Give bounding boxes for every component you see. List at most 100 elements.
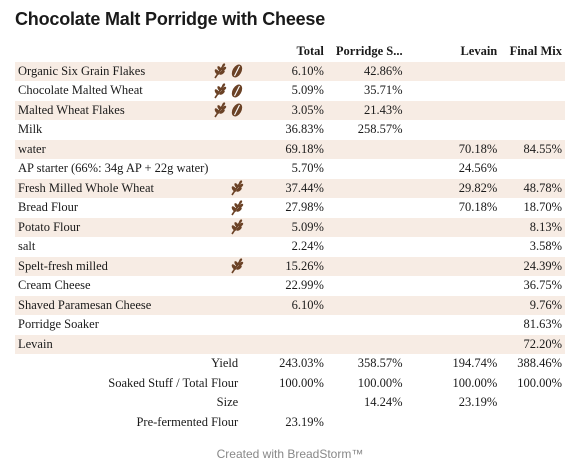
ingredient-row: Potato Flour 5.09% 8.13% xyxy=(15,217,565,237)
soaker-percent: 42.86% xyxy=(323,61,403,81)
final-mix-percent: 81.63% xyxy=(523,317,562,332)
soaker-percent xyxy=(324,237,403,257)
wheat-icon xyxy=(211,63,227,79)
final-mix-percent xyxy=(497,159,565,179)
recipe-table: Total Porridge S... Levain Final Mix Org… xyxy=(15,42,565,432)
ingredient-name: Fresh Milled Whole Wheat xyxy=(15,178,209,198)
final-mix-percent: 3.58% xyxy=(529,239,562,254)
column-header-total: Total xyxy=(296,44,324,59)
levain-percent xyxy=(402,334,498,354)
ingredient-row: Organic Six Grain Flakes 6.10% 42.86% xyxy=(15,61,565,81)
ingredient-name: Cream Cheese xyxy=(18,278,91,293)
total-percent: 2.24% xyxy=(291,239,324,254)
levain-percent xyxy=(402,100,498,120)
summary-row: Soaked Stuff / Total Flour 100.00% 100.00%… xyxy=(15,374,565,394)
ingredient-row: AP starter (66%: 34g AP + 22g water) 5.70… xyxy=(15,159,565,179)
levain-percent: 29.82% xyxy=(402,178,498,198)
wheat-icon xyxy=(211,102,227,118)
final-mix-percent: 36.75% xyxy=(523,278,562,293)
ingredient-row: salt 2.24% 3.58% xyxy=(15,237,565,257)
total-percent xyxy=(248,315,324,335)
levain-percent xyxy=(403,81,498,101)
ingredient-icons xyxy=(208,100,249,120)
ingredient-icons xyxy=(208,159,248,179)
summary-final-mix: 388.46% xyxy=(517,356,562,371)
levain-percent xyxy=(403,237,498,257)
final-mix-percent: 72.20% xyxy=(497,334,565,354)
ingredient-name: Organic Six Grain Flakes xyxy=(15,61,209,81)
soaker-percent xyxy=(323,256,403,276)
summary-levain xyxy=(403,413,498,433)
soaker-percent xyxy=(323,295,403,315)
summary-label: Pre-fermented Flour xyxy=(136,414,239,429)
wheat-icon xyxy=(211,83,227,99)
summary-final-mix: 100.00% xyxy=(517,375,562,390)
levain-percent xyxy=(402,295,498,315)
levain-percent: 70.18% xyxy=(402,139,498,159)
summary-total: 243.03% xyxy=(279,356,324,371)
ingredient-icons xyxy=(208,276,248,296)
soaker-percent xyxy=(324,159,403,179)
final-mix-percent: 8.13% xyxy=(497,217,565,237)
total-percent: 6.10% xyxy=(248,295,324,315)
final-mix-percent: 48.78% xyxy=(497,178,565,198)
ingredient-icons xyxy=(208,61,249,81)
ingredient-icons xyxy=(208,139,249,159)
ingredient-name: water xyxy=(15,139,209,159)
ingredient-icons xyxy=(208,81,248,101)
soaker-percent xyxy=(324,315,403,335)
total-percent xyxy=(248,334,324,354)
summary-rows: Yield 243.03% 358.57% 194.74% 388.46% Soaked … xyxy=(15,354,565,432)
column-header-levain: Levain xyxy=(460,44,498,59)
summary-total xyxy=(248,393,324,413)
levain-percent xyxy=(402,217,498,237)
grain-icon xyxy=(230,63,244,79)
summary-final-mix xyxy=(497,393,565,413)
wheat-icon xyxy=(228,200,244,216)
final-mix-percent: 24.39% xyxy=(497,256,565,276)
summary-levain: 100.00% xyxy=(452,375,498,390)
summary-soaker xyxy=(324,413,403,433)
ingredient-row: Porridge Soaker 81.63% xyxy=(15,315,565,335)
summary-levain: 194.74% xyxy=(452,356,498,371)
summary-label: Soaked Stuff / Total Flour xyxy=(108,375,239,390)
wheat-icon xyxy=(228,219,244,235)
ingredient-row: Cream Cheese 22.99% 36.75% xyxy=(15,276,565,296)
summary-row: Yield 243.03% 358.57% 194.74% 388.46% xyxy=(15,354,565,374)
total-percent: 5.70% xyxy=(291,161,324,176)
ingredient-icons xyxy=(208,178,249,198)
ingredient-name: Malted Wheat Flakes xyxy=(15,100,209,120)
levain-percent: 24.56% xyxy=(458,161,498,176)
ingredient-row: Fresh Milled Whole Wheat 37.44% 29.82% 48.7… xyxy=(15,178,565,198)
grain-icon xyxy=(230,102,244,118)
total-percent: 36.83% xyxy=(285,122,324,137)
ingredient-name: Potato Flour xyxy=(15,217,209,237)
total-percent: 27.98% xyxy=(285,200,324,215)
ingredient-row: Bread Flour 27.98% 70.18% 18.70% xyxy=(15,198,565,218)
wheat-icon xyxy=(228,180,244,196)
levain-percent xyxy=(403,276,498,296)
summary-row: Pre-fermented Flour 23.19% xyxy=(15,413,565,433)
levain-percent xyxy=(403,120,498,140)
total-percent: 6.10% xyxy=(248,61,324,81)
ingredient-rows: Organic Six Grain Flakes 6.10% 42.86% Choco… xyxy=(15,61,565,354)
total-percent: 69.18% xyxy=(248,139,324,159)
wheat-icon xyxy=(228,258,244,274)
summary-label: Size xyxy=(216,395,239,410)
total-percent: 5.09% xyxy=(291,83,324,98)
levain-percent: 70.18% xyxy=(458,200,498,215)
soaker-percent: 21.43% xyxy=(323,100,403,120)
ingredient-icons xyxy=(208,198,248,218)
ingredient-icons xyxy=(208,256,249,276)
ingredient-name: Porridge Soaker xyxy=(18,317,99,332)
summary-row: Size 14.24% 23.19% xyxy=(15,393,565,413)
total-percent: 15.26% xyxy=(248,256,324,276)
soaker-percent xyxy=(323,178,403,198)
ingredient-icons xyxy=(208,295,249,315)
ingredient-icons xyxy=(208,217,249,237)
final-mix-percent xyxy=(497,120,565,140)
ingredient-icons xyxy=(208,120,248,140)
ingredient-row: water 69.18% 70.18% 84.55% xyxy=(15,139,565,159)
summary-total: 100.00% xyxy=(279,375,324,390)
levain-percent xyxy=(403,315,498,335)
